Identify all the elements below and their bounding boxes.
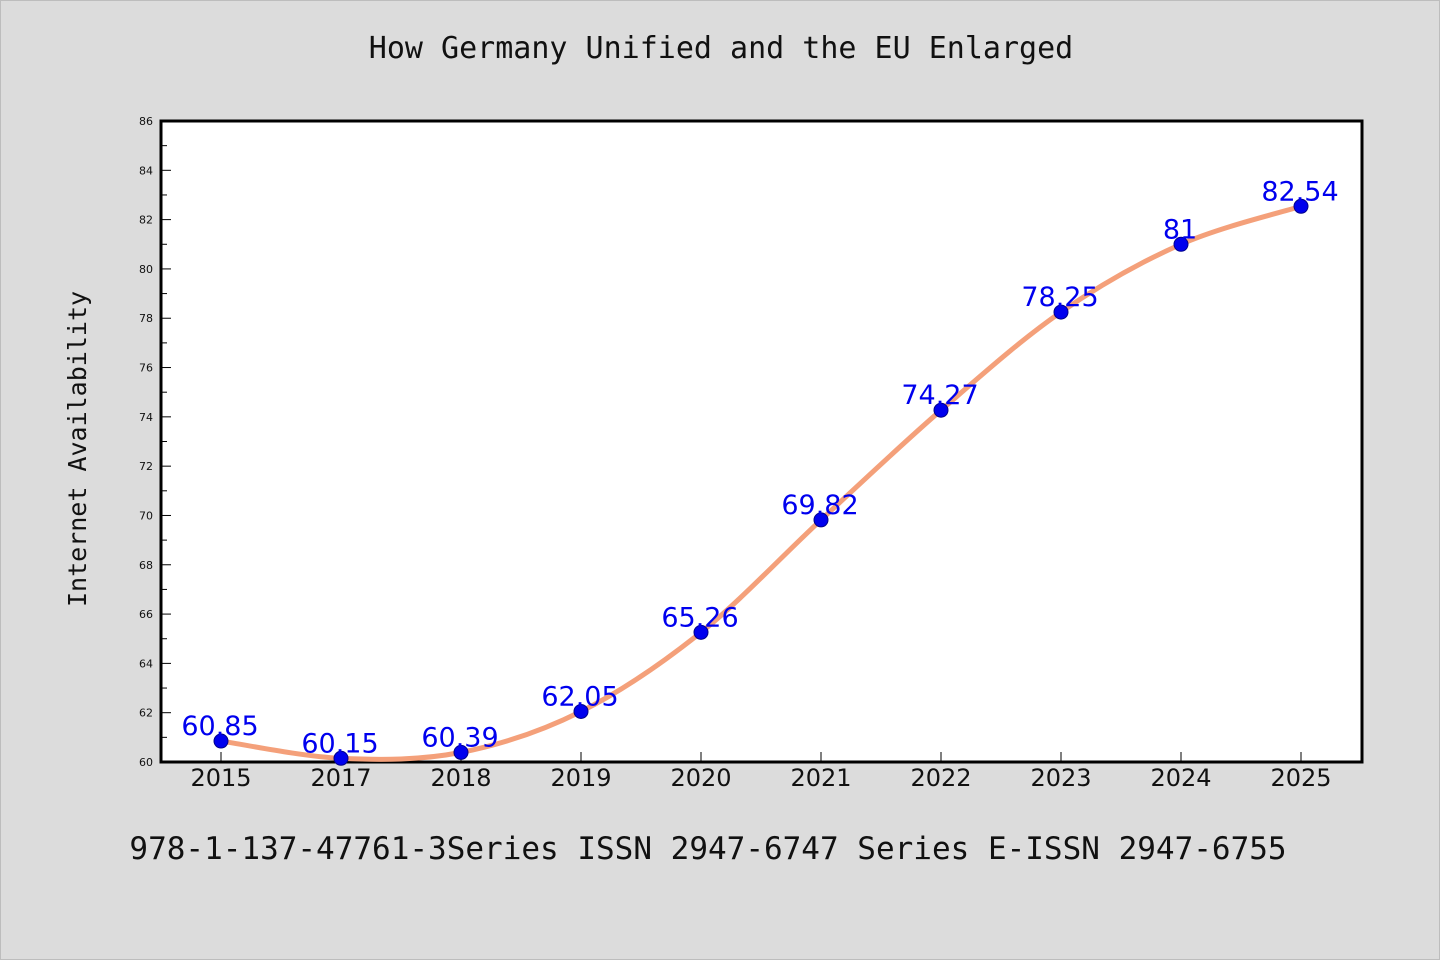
y-tick-label: 72	[139, 460, 153, 473]
data-label: 60.39	[421, 722, 498, 753]
data-label: 62.05	[541, 681, 618, 712]
y-tick-label: 74	[139, 411, 153, 424]
x-tick-label: 2017	[310, 764, 371, 792]
data-point	[1173, 236, 1189, 252]
x-tick-label: 2015	[190, 764, 251, 792]
data-label: 78.25	[1021, 282, 1098, 313]
x-tick-label: 2019	[550, 764, 611, 792]
data-point	[693, 624, 709, 640]
x-tick-label: 2025	[1270, 764, 1331, 792]
y-tick-label: 70	[139, 509, 153, 522]
x-tick-label: 2022	[910, 764, 971, 792]
data-point	[453, 744, 469, 760]
x-tick-label: 2024	[1150, 764, 1211, 792]
x-axis: 2015 2017 2018 2019 2020 2021 2022 2023 2024 2025	[190, 752, 1332, 792]
data-point	[933, 402, 949, 418]
isbn-footer: 978-1-137-47761-3Series ISSN 2947-6747 S…	[129, 831, 1287, 867]
data-label: 82.54	[1261, 176, 1338, 207]
x-tick-label: 2018	[430, 764, 491, 792]
y-tick-label: 84	[139, 164, 153, 177]
series-group	[213, 198, 1309, 766]
data-point	[333, 750, 349, 766]
x-tick-label: 2020	[670, 764, 731, 792]
y-tick-label: 60	[139, 756, 153, 769]
data-point	[573, 703, 589, 719]
data-label: 81	[1163, 214, 1197, 245]
plot-area	[159, 119, 1364, 764]
chart-title: How Germany Unified and the EU Enlarged	[368, 31, 1074, 66]
y-tick-label: 76	[139, 362, 153, 375]
y-axis-label: Internet Availability	[63, 291, 92, 607]
y-axis: 60 62 64 66 68 70 72 74 76 78 80 82 84 86	[139, 115, 171, 769]
y-tick-label: 66	[139, 608, 153, 621]
y-tick-label: 62	[139, 707, 153, 720]
series-line	[218, 203, 1304, 762]
data-label: 60.15	[301, 728, 378, 759]
y-tick-label: 78	[139, 312, 153, 325]
y-tick-label: 64	[139, 657, 153, 670]
data-labels-group: 60.85 60.15 60.39 62.05 65.26 69.82 74.27 78.25…	[181, 176, 1338, 759]
data-label: 65.26	[661, 602, 738, 633]
y-tick-label: 86	[139, 115, 153, 128]
data-point	[1053, 304, 1069, 320]
x-tick-label: 2021	[790, 764, 851, 792]
y-tick-label: 80	[139, 263, 153, 276]
data-label: 60.85	[181, 711, 258, 742]
data-label: 74.27	[901, 380, 978, 411]
y-tick-label: 68	[139, 559, 153, 572]
y-tick-label: 82	[139, 214, 153, 227]
x-tick-label: 2023	[1030, 764, 1091, 792]
data-point	[213, 733, 229, 749]
data-point	[1293, 198, 1309, 214]
data-label: 69.82	[781, 490, 858, 521]
data-point	[813, 512, 829, 528]
